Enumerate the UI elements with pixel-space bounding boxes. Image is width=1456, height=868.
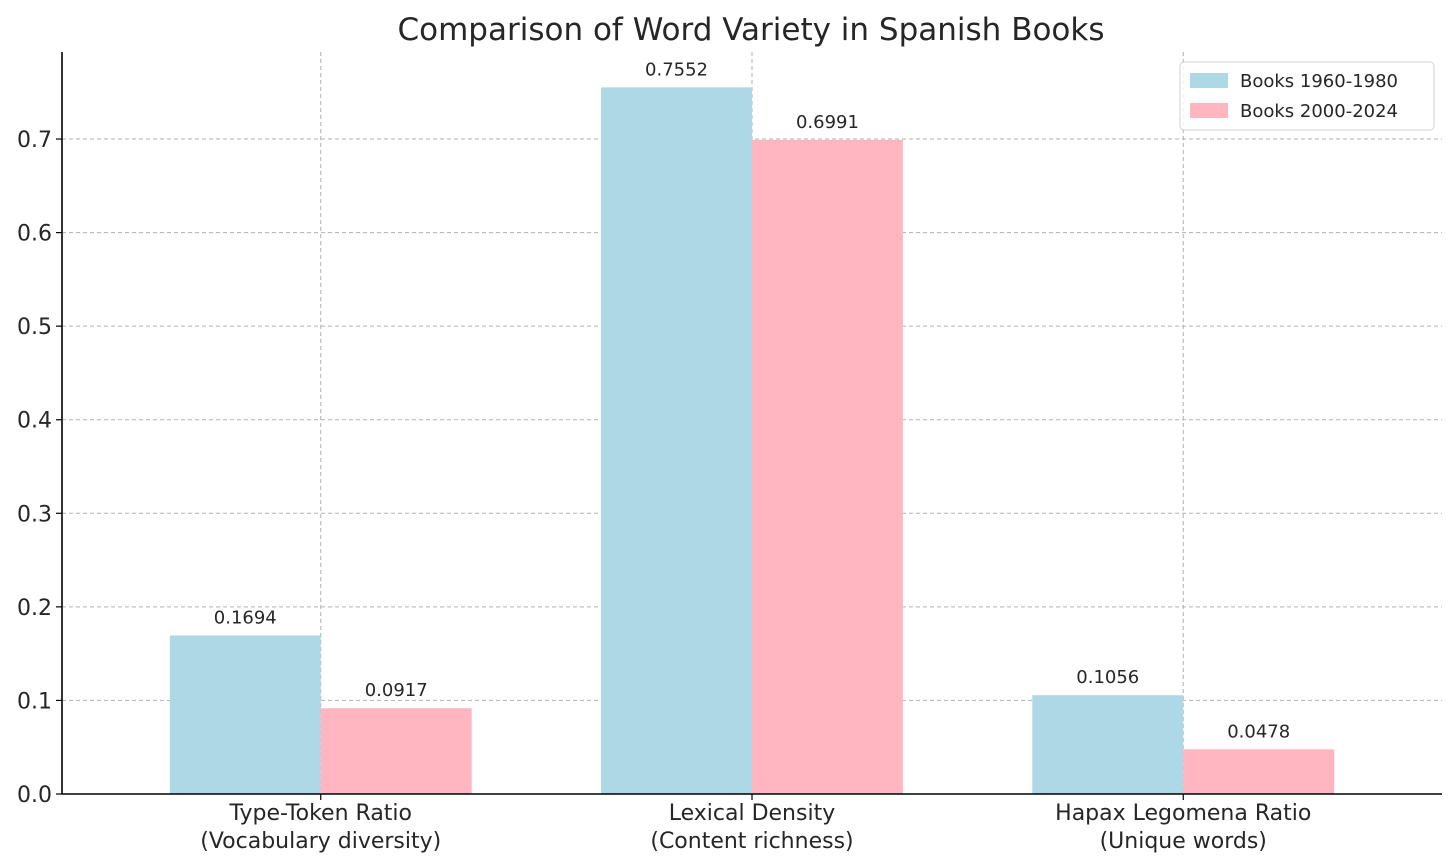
data-labels: 0.1694 0.7552 0.1056 0.0917 0.6991 0.0478: [214, 59, 1290, 742]
y-tick-label: 0.4: [17, 409, 52, 434]
axes: 0.0 0.1 0.2 0.3 0.4 0.5 0.6 0.7 Type-Token Ratio…: [17, 52, 1442, 854]
legend-swatch: [1190, 103, 1228, 118]
data-label: 0.7552: [645, 59, 708, 80]
x-tick-label: Type-Token Ratio: [228, 801, 412, 826]
bar: [601, 87, 752, 795]
data-label: 0.1694: [214, 607, 277, 628]
legend: Books 1960-1980 Books 2000-2024: [1179, 61, 1435, 131]
bar: [169, 635, 321, 794]
y-tick-label: 0.3: [17, 502, 52, 527]
legend-swatch: [1190, 73, 1228, 88]
x-tick-label: (Unique words): [1100, 829, 1267, 854]
x-tick-label: (Content richness): [650, 829, 853, 854]
chart-title: Comparison of Word Variety in Spanish Bo…: [398, 12, 1105, 48]
bar: [752, 139, 903, 795]
legend-box: [1179, 61, 1435, 131]
y-tick-label: 0.0: [17, 783, 52, 808]
data-label: 0.0478: [1227, 721, 1290, 742]
data-label: 0.1056: [1076, 667, 1139, 688]
bar: [320, 708, 472, 794]
y-tick-label: 0.5: [17, 315, 52, 340]
x-tick-label: Hapax Legomena Ratio: [1055, 801, 1311, 826]
data-label: 0.6991: [796, 112, 859, 133]
y-tick-label: 0.2: [17, 596, 52, 621]
x-tick-label: (Vocabulary diversity): [200, 829, 441, 854]
y-tick-label: 0.7: [17, 128, 52, 153]
y-tick-label: 0.1: [17, 689, 52, 714]
y-tick-label: 0.6: [17, 222, 52, 247]
bar: [1183, 749, 1335, 794]
bar: [1032, 695, 1184, 794]
legend-label: Books 2000-2024: [1240, 101, 1398, 122]
x-tick-label: Lexical Density: [669, 801, 835, 826]
data-label: 0.0917: [365, 680, 428, 701]
legend-label: Books 1960-1980: [1240, 71, 1398, 92]
bars: [169, 87, 1335, 795]
